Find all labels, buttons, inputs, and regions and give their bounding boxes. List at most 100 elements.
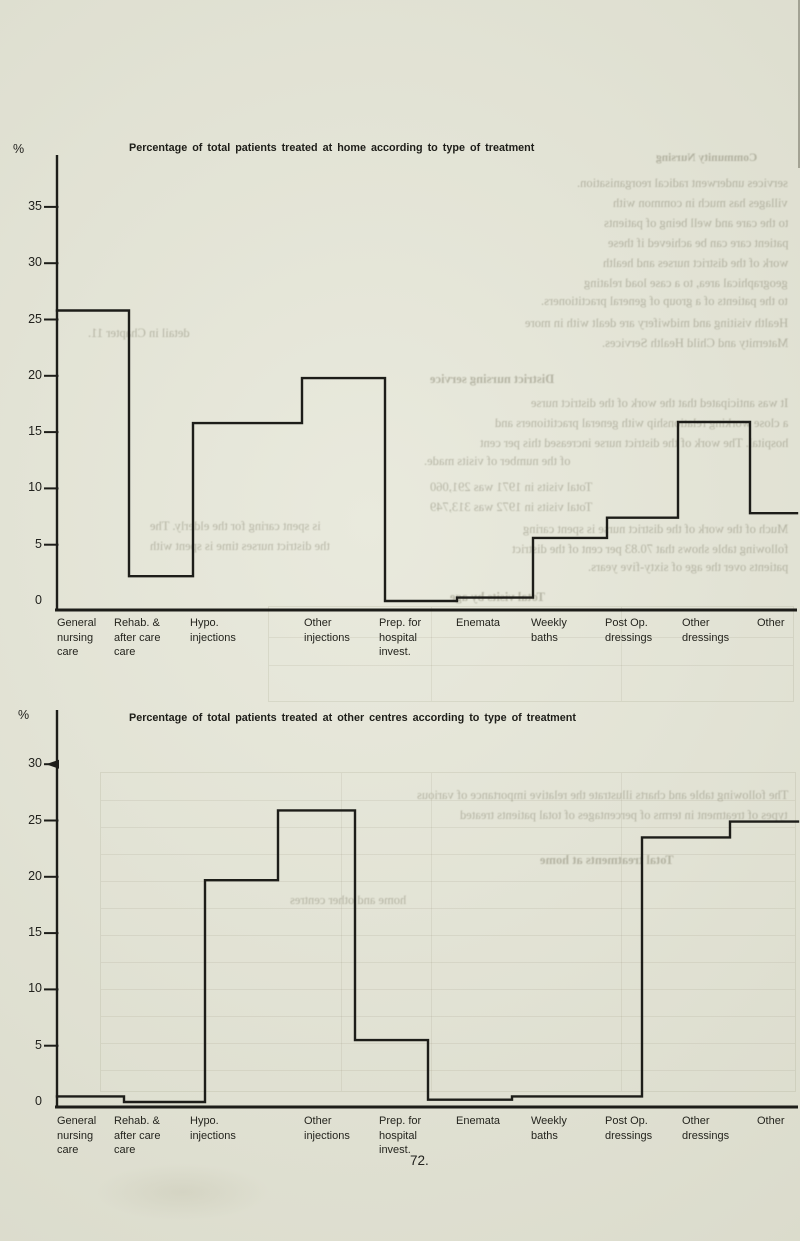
category-label-line: hospital <box>379 1129 417 1142</box>
category-label-line: Post Op. <box>605 1115 648 1127</box>
ghost-table-grid <box>268 606 794 702</box>
ghost-grid-line <box>101 935 795 936</box>
category-label-line: baths <box>531 1129 558 1142</box>
y-tick-label: 30 <box>28 255 42 270</box>
category-label-line: Post Op. <box>605 617 648 629</box>
page-number: 72. <box>410 1153 429 1168</box>
y-tick-label: 5 <box>35 536 42 551</box>
category-label-line: Other <box>757 1115 785 1127</box>
category-label: Rehab. & after care care <box>114 616 160 660</box>
category-label: Other dressings <box>682 1114 729 1143</box>
category-label-line: injections <box>304 631 350 644</box>
ghost-grid-line <box>341 773 342 1091</box>
category-label-line: Weekly <box>531 617 567 629</box>
y-axis-unit-label: % <box>18 708 30 722</box>
category-label-line: Other <box>682 1115 710 1127</box>
ghost-grid-line <box>101 827 795 828</box>
y-tick-label: 25 <box>28 812 42 827</box>
category-label-line: injections <box>304 1129 350 1142</box>
chart-title-other-centres: Percentage of total patients treated at … <box>129 712 576 724</box>
ghost-grid-line <box>269 637 793 638</box>
category-label-line: Other <box>304 1115 332 1127</box>
y-tick-label: 30 <box>28 756 42 771</box>
ghost-grid-line <box>101 989 795 990</box>
ghost-grid-line <box>621 773 622 1091</box>
category-label-line: care <box>57 1144 79 1156</box>
category-label-line: Rehab. & <box>114 617 160 629</box>
y-tick-label: 5 <box>35 1037 42 1052</box>
category-label-line: injections <box>190 631 236 644</box>
chart-title-home: Percentage of total patients treated at … <box>129 142 535 154</box>
ghost-grid-line <box>621 607 622 701</box>
category-label-line: Hypo. <box>190 1115 219 1127</box>
category-label: Enemata <box>456 1114 500 1129</box>
y-tick-label: 0 <box>35 593 42 607</box>
y-axis-unit-label: % <box>13 142 25 156</box>
ghost-grid-line <box>101 962 795 963</box>
y-tick-label: 15 <box>28 424 42 439</box>
y-tick-label: 15 <box>28 925 42 940</box>
category-label: Rehab. & after care care <box>114 1114 160 1158</box>
category-label-line: invest. <box>379 1144 411 1156</box>
y-tick-label: 20 <box>28 868 42 883</box>
step-line-other-centres <box>55 809 800 1104</box>
ghost-grid-line <box>101 1016 795 1017</box>
category-label-line: dressings <box>682 631 730 644</box>
y-tick-label: 35 <box>28 198 42 213</box>
category-label-line: after care <box>114 631 161 644</box>
category-label-line: nursing <box>57 1129 94 1142</box>
paper-stain <box>95 1163 270 1221</box>
ghost-grid-line <box>101 908 795 909</box>
category-label: Post Op. dressings <box>605 1114 652 1143</box>
category-label-line: Hypo. <box>190 617 219 629</box>
category-label: Other <box>757 616 785 631</box>
ghost-table-grid <box>100 772 796 1092</box>
category-label-line: Prep. for <box>379 617 422 629</box>
category-label: Other dressings <box>682 616 729 645</box>
category-label-line: Prep. for <box>379 1115 422 1127</box>
category-label: Prep. for hospital invest. <box>379 616 421 660</box>
y-tick-label: 10 <box>28 480 42 495</box>
category-label-line: invest. <box>379 646 411 658</box>
category-label: General nursing care <box>57 616 96 660</box>
y-tick-label: 20 <box>28 367 42 382</box>
category-label-line: after care <box>114 1129 161 1142</box>
category-label: General nursing care <box>57 1114 96 1158</box>
category-label-line: General <box>57 1115 97 1127</box>
axis-arrowhead-mark <box>46 759 59 769</box>
y-tick-label: 0 <box>35 1094 42 1108</box>
ghost-grid-line <box>101 854 795 855</box>
category-label-line: dressings <box>605 1129 653 1142</box>
category-label: Weekly baths <box>531 1114 567 1143</box>
y-tick-label: 10 <box>28 981 42 996</box>
category-label: Other <box>757 1114 785 1129</box>
category-label-line: baths <box>531 631 558 644</box>
category-label-line: care <box>114 1144 136 1156</box>
category-label: Hypo. injections <box>190 1114 236 1143</box>
category-label-line: General <box>57 617 97 629</box>
category-label: Prep. for hospital invest. <box>379 1114 421 1158</box>
category-label-line: Rehab. & <box>114 1115 160 1127</box>
ghost-grid-line <box>101 1043 795 1044</box>
category-label-line: care <box>114 646 136 658</box>
ghost-grid-line <box>431 607 432 701</box>
category-label-line: dressings <box>682 1129 730 1142</box>
category-label-line: injections <box>190 1129 236 1142</box>
ghost-grid-line <box>101 881 795 882</box>
category-label-line: dressings <box>605 631 653 644</box>
category-label-line: hospital <box>379 631 417 644</box>
category-label-line: Other <box>682 617 710 629</box>
category-label-line: care <box>57 646 79 658</box>
category-label-line: nursing <box>57 631 94 644</box>
category-label: Hypo. injections <box>190 616 236 645</box>
category-label: Other injections <box>304 1114 350 1143</box>
category-label-line: Other <box>304 617 332 629</box>
ghost-grid-line <box>431 773 432 1091</box>
ghost-grid-line <box>101 1070 795 1071</box>
category-label-line: Weekly <box>531 1115 567 1127</box>
page-edge-shadow <box>798 0 800 168</box>
step-line-home <box>55 309 799 603</box>
ghost-grid-line <box>101 800 795 801</box>
